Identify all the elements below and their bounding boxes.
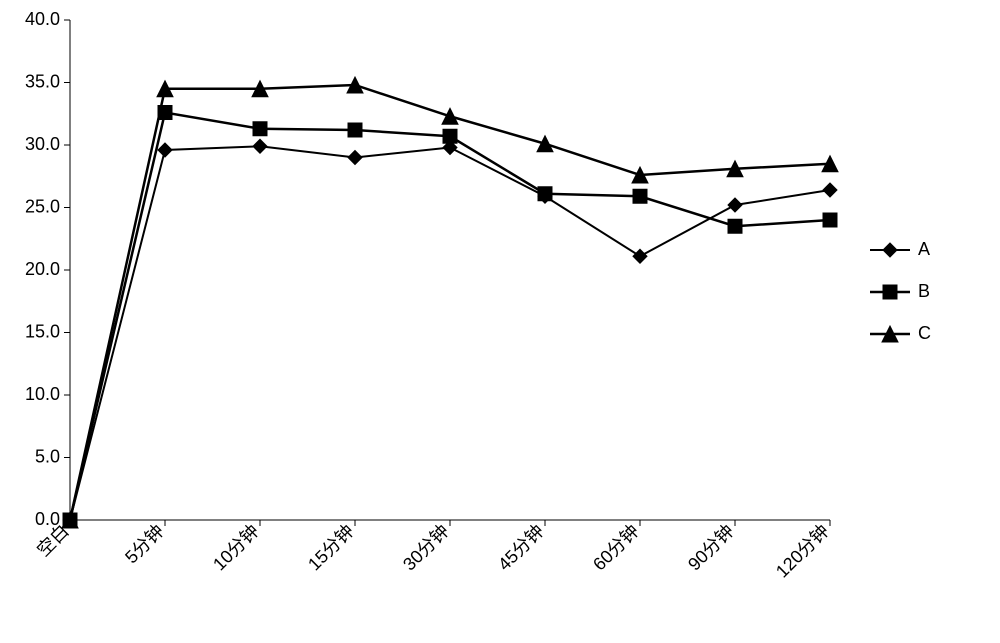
legend-label-C: C bbox=[918, 323, 931, 343]
y-tick-label: 40.0 bbox=[25, 9, 60, 29]
y-tick-label: 15.0 bbox=[25, 321, 60, 341]
y-tick-label: 30.0 bbox=[25, 134, 60, 154]
y-tick-label: 20.0 bbox=[25, 259, 60, 279]
legend-label-B: B bbox=[918, 281, 930, 301]
legend-label-A: A bbox=[918, 239, 930, 259]
series-marker-B bbox=[633, 189, 647, 203]
legend-marker-B bbox=[883, 285, 897, 299]
chart-svg: 0.05.010.015.020.025.030.035.040.0空白5分钟1… bbox=[0, 0, 1000, 643]
series-marker-B bbox=[348, 123, 362, 137]
line-chart: 0.05.010.015.020.025.030.035.040.0空白5分钟1… bbox=[0, 0, 1000, 643]
y-tick-label: 35.0 bbox=[25, 71, 60, 91]
y-tick-label: 5.0 bbox=[35, 446, 60, 466]
series-marker-B bbox=[728, 219, 742, 233]
series-marker-B bbox=[253, 122, 267, 136]
series-marker-B bbox=[538, 187, 552, 201]
y-tick-label: 25.0 bbox=[25, 196, 60, 216]
series-marker-B bbox=[823, 213, 837, 227]
y-tick-label: 10.0 bbox=[25, 384, 60, 404]
series-marker-B bbox=[443, 129, 457, 143]
